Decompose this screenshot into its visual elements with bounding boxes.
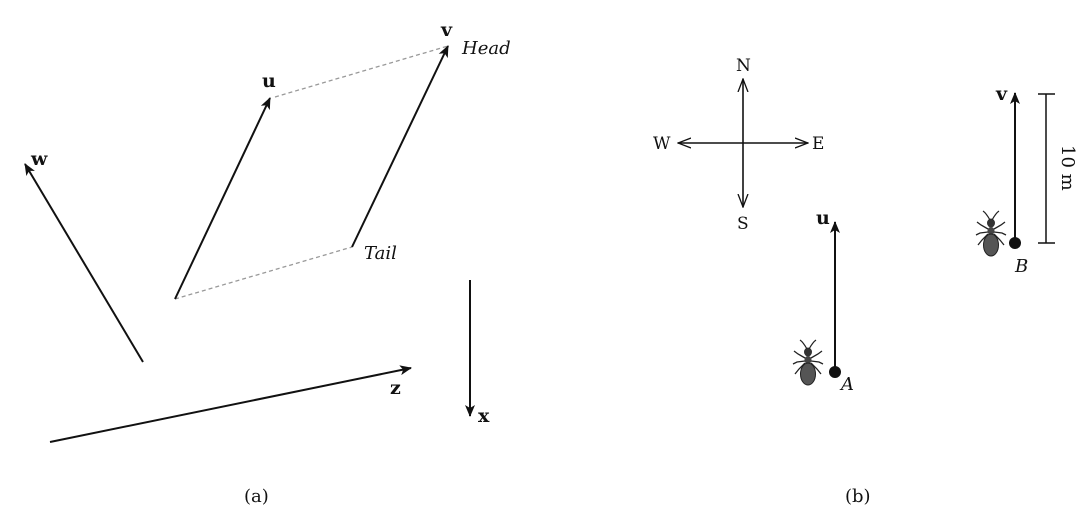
- point-a-dot: [829, 366, 841, 378]
- label-z: z: [390, 377, 401, 399]
- scale-bar: [1038, 93, 1055, 244]
- ant-b-icon: [975, 210, 1007, 257]
- label-v: v: [440, 19, 453, 41]
- label-head: Head: [461, 38, 511, 59]
- parallelogram-dashed-bottom: [174, 246, 353, 300]
- compass-s: S: [737, 214, 749, 234]
- label-u: u: [262, 70, 276, 92]
- label-tail: Tail: [364, 243, 397, 264]
- vector-w-arrow: [24, 163, 144, 363]
- caption-a: (a): [244, 486, 269, 507]
- vector-z-arrow: [49, 365, 412, 443]
- ant-a-icon: [792, 339, 824, 386]
- label-v-b: v: [995, 83, 1008, 105]
- compass-w: W: [653, 134, 671, 154]
- compass-e: E: [812, 134, 824, 154]
- parallelogram-dashed-top: [274, 45, 449, 98]
- vector-v-arrow: [351, 45, 449, 248]
- point-b-dot: [1009, 237, 1021, 249]
- label-u-b: u: [816, 207, 830, 229]
- label-b: B: [1014, 256, 1028, 277]
- label-a: A: [839, 374, 854, 395]
- scale-label: 10 m: [1057, 145, 1078, 191]
- compass-n: N: [736, 56, 751, 76]
- label-w: w: [30, 148, 48, 170]
- label-x: x: [478, 405, 490, 427]
- caption-b: (b): [845, 486, 871, 507]
- vector-u-arrow: [174, 97, 271, 300]
